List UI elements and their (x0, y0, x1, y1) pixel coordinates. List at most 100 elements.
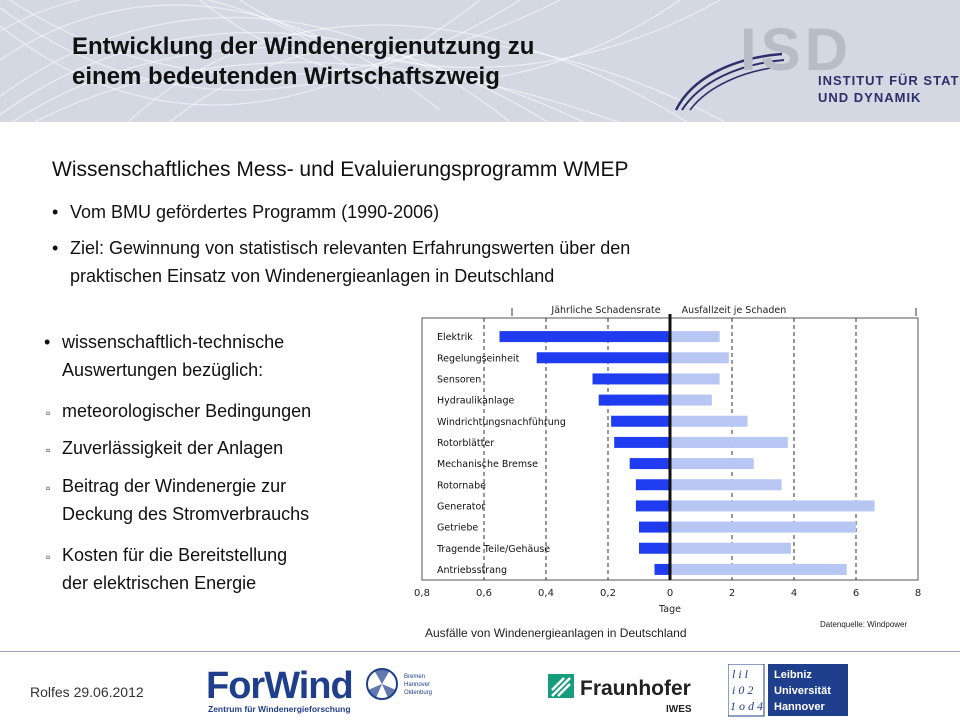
left-header: Jährliche Schadensrate (550, 305, 660, 316)
bullet-goal: • Ziel: Gewinnung von statistisch releva… (52, 234, 631, 290)
fraunhofer-name: Fraunhofer (580, 677, 691, 700)
forwind-logo: ForWind Bremen Hannover Oldenburg Zentru… (206, 665, 432, 714)
category-label: Rotornabe (437, 480, 486, 491)
left-item-3: ▫ Beitrag der Windenergie zur Deckung de… (46, 472, 310, 528)
x-axis-label: Tage (658, 604, 681, 615)
category-label: Rotorblätter (437, 438, 494, 449)
category-label: Windrichtungsnachführung (437, 417, 566, 428)
bar-right (670, 415, 748, 427)
bar-left (654, 563, 670, 575)
bar-right (670, 331, 720, 343)
page-title: Entwicklung der Windenergienutzung zu ei… (72, 33, 535, 90)
left-intro: • wissenschaftlich-technische Auswertung… (44, 328, 285, 384)
bullet-program: • Vom BMU gefördertes Programm (1990-200… (52, 198, 440, 226)
bar-left (614, 436, 670, 448)
bar-left (611, 415, 670, 427)
bar-right (670, 436, 788, 448)
category-label: Elektrik (437, 332, 473, 343)
tick-label: 4 (791, 588, 797, 599)
isd-line1: INSTITUT FÜR STATIK (818, 73, 960, 88)
category-label: Mechanische Bremse (437, 459, 538, 470)
tick-label: 8 (915, 588, 921, 599)
bar-right (670, 352, 729, 364)
forwind-subtitle: Zentrum für Windenergieforschung (208, 704, 351, 714)
bar-left (639, 542, 670, 554)
bar-right (670, 394, 712, 406)
leibniz-logo: l i l i 0 2 1 o d 4 Leibniz Universität … (728, 664, 848, 717)
leibniz-line-2: Universität (774, 685, 831, 697)
bar-left (598, 394, 670, 406)
category-label: Hydraulikanlage (437, 396, 514, 407)
leibniz-glyph-1: l i l (732, 667, 749, 681)
bullet-text: Vom BMU gefördertes Programm (1990-2006) (70, 202, 440, 222)
bar-right (670, 458, 754, 470)
category-label: Sensoren (437, 374, 481, 385)
isd-logo: ISD (674, 18, 852, 111)
bar-left (629, 458, 670, 470)
tick-label: 0,4 (538, 588, 554, 599)
bullet-text: Ziel: Gewinnung von statistisch relevant… (70, 238, 631, 258)
footer-divider (0, 651, 960, 652)
chart-source: Datenquelle: Windpower (820, 620, 908, 629)
square-bullet-icon: ▫ (46, 443, 51, 457)
bar-left (499, 331, 670, 343)
category-label: Generator (437, 501, 485, 512)
isd-line2: UND DYNAMIK (818, 90, 922, 105)
forwind-city-1: Bremen (404, 674, 425, 680)
bullet-dot: • (52, 238, 59, 258)
bar-right (670, 542, 791, 554)
bar-right (670, 563, 847, 575)
bar-left (635, 479, 670, 491)
left-intro-line1: wissenschaftlich-technische (62, 332, 285, 352)
bar-left (592, 373, 670, 385)
leibniz-line-3: Hannover (774, 701, 825, 713)
bullet-dot: • (44, 332, 51, 352)
left-item-1: ▫ meteorologischer Bedingungen (46, 397, 312, 425)
left-intro-line2: Auswertungen bezüglich: (62, 360, 264, 380)
right-header: Ausfallzeit je Schaden (682, 305, 787, 316)
isd-letters: ISD (740, 18, 852, 83)
tick-label: 0 (667, 588, 673, 599)
forwind-city-3: Oldenburg (404, 690, 432, 696)
category-label: Regelungseinheit (437, 353, 520, 364)
isd-subtitle: INSTITUT FÜR STATIK UND DYNAMIK (818, 72, 960, 106)
fraunhofer-sub: IWES (666, 704, 692, 715)
section-title: Wissenschaftliches Mess- und Evaluierung… (52, 158, 629, 181)
bar-left (536, 352, 670, 364)
bar-left (639, 521, 670, 533)
forwind-city-2: Hannover (404, 682, 430, 688)
leibniz-line-1: Leibniz (774, 669, 812, 681)
tick-label: 0,6 (476, 588, 492, 599)
forwind-name: ForWind (206, 665, 353, 707)
square-bullet-icon: ▫ (46, 550, 51, 564)
fraunhofer-mark-icon (548, 674, 574, 698)
header-band: Entwicklung der Windenergienutzung zu ei… (0, 0, 960, 122)
left-item-text-continued: Deckung des Stromverbrauchs (62, 504, 310, 524)
left-item-text: Kosten für die Bereitstellung (62, 545, 288, 565)
bullet-text-continued: praktischen Einsatz von Windenergieanlag… (70, 266, 555, 286)
left-item-text: meteorologischer Bedingungen (62, 401, 312, 421)
tick-label: 0,8 (414, 588, 430, 599)
bar-right (670, 479, 782, 491)
bar-right (670, 373, 720, 385)
chart-caption: Ausfälle von Windenergieanlagen in Deuts… (425, 626, 687, 640)
leibniz-mark-icon: l i l i 0 2 1 o d 4 (728, 664, 765, 717)
failure-chart: Jährliche Schadensrate Ausfallzeit je Sch… (414, 305, 921, 615)
tick-label: 2 (729, 588, 735, 599)
isd-swoosh-icon (674, 52, 787, 111)
left-item-text-continued: der elektrischen Energie (62, 573, 257, 593)
bar-left (635, 500, 670, 512)
square-bullet-icon: ▫ (46, 481, 51, 495)
left-item-4: ▫ Kosten für die Bereitstellung der elek… (46, 541, 288, 597)
tick-label: 0,2 (600, 588, 616, 599)
leibniz-glyph-2: i 0 2 (732, 683, 753, 697)
tick-label: 6 (853, 588, 859, 599)
square-bullet-icon: ▫ (46, 406, 51, 420)
header-pattern (0, 0, 727, 122)
category-label: Antriebsstrang (437, 565, 507, 576)
left-item-text: Zuverlässigkeit der Anlagen (62, 438, 284, 458)
forwind-turbine-icon (366, 668, 398, 700)
fraunhofer-logo: Fraunhofer IWES (548, 674, 692, 715)
left-item-text: Beitrag der Windenergie zur (62, 476, 287, 496)
footer-date: Rolfes 29.06.2012 (30, 684, 144, 700)
